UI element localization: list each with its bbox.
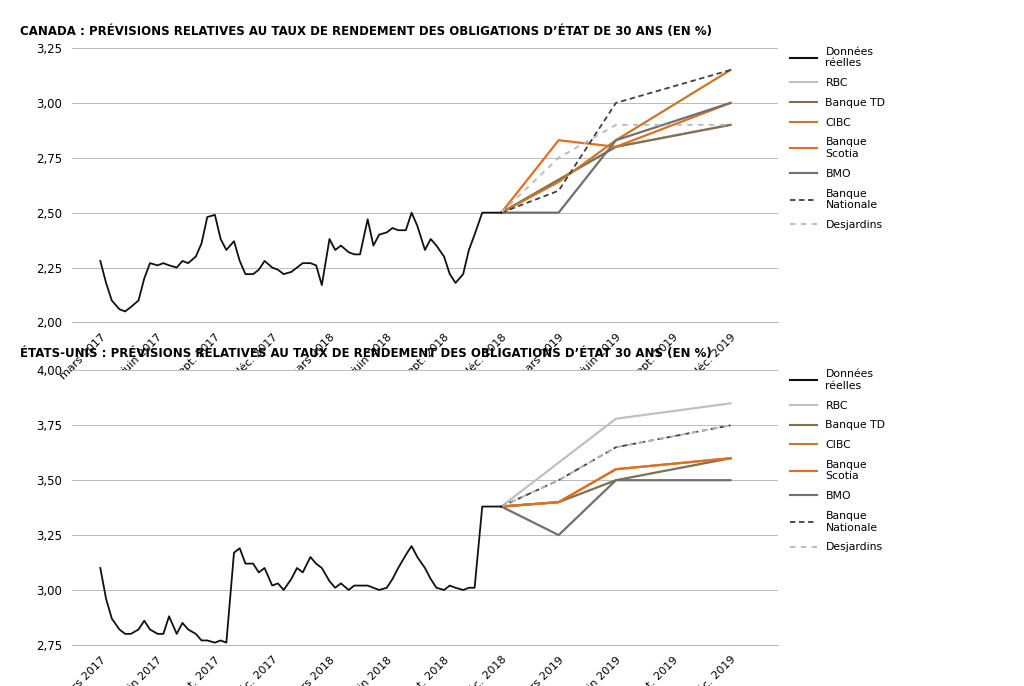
Text: CANADA : PRÉVISIONS RELATIVES AU TAUX DE RENDEMENT DES OBLIGATIONS D’ÉTAT DE 30 : CANADA : PRÉVISIONS RELATIVES AU TAUX DE… (20, 25, 713, 38)
Legend: Données
réelles, RBC, Banque TD, CIBC, Banque
Scotia, BMO, Banque
Nationale, Des: Données réelles, RBC, Banque TD, CIBC, B… (785, 365, 890, 556)
Legend: Données
réelles, RBC, Banque TD, CIBC, Banque
Scotia, BMO, Banque
Nationale, Des: Données réelles, RBC, Banque TD, CIBC, B… (785, 43, 890, 234)
Text: ÉTATS-UNIS : PRÉVISIONS RELATIVES AU TAUX DE RENDEMENT DES OBLIGATIONS D’ÉTAT 30: ÉTATS-UNIS : PRÉVISIONS RELATIVES AU TAU… (20, 347, 713, 360)
